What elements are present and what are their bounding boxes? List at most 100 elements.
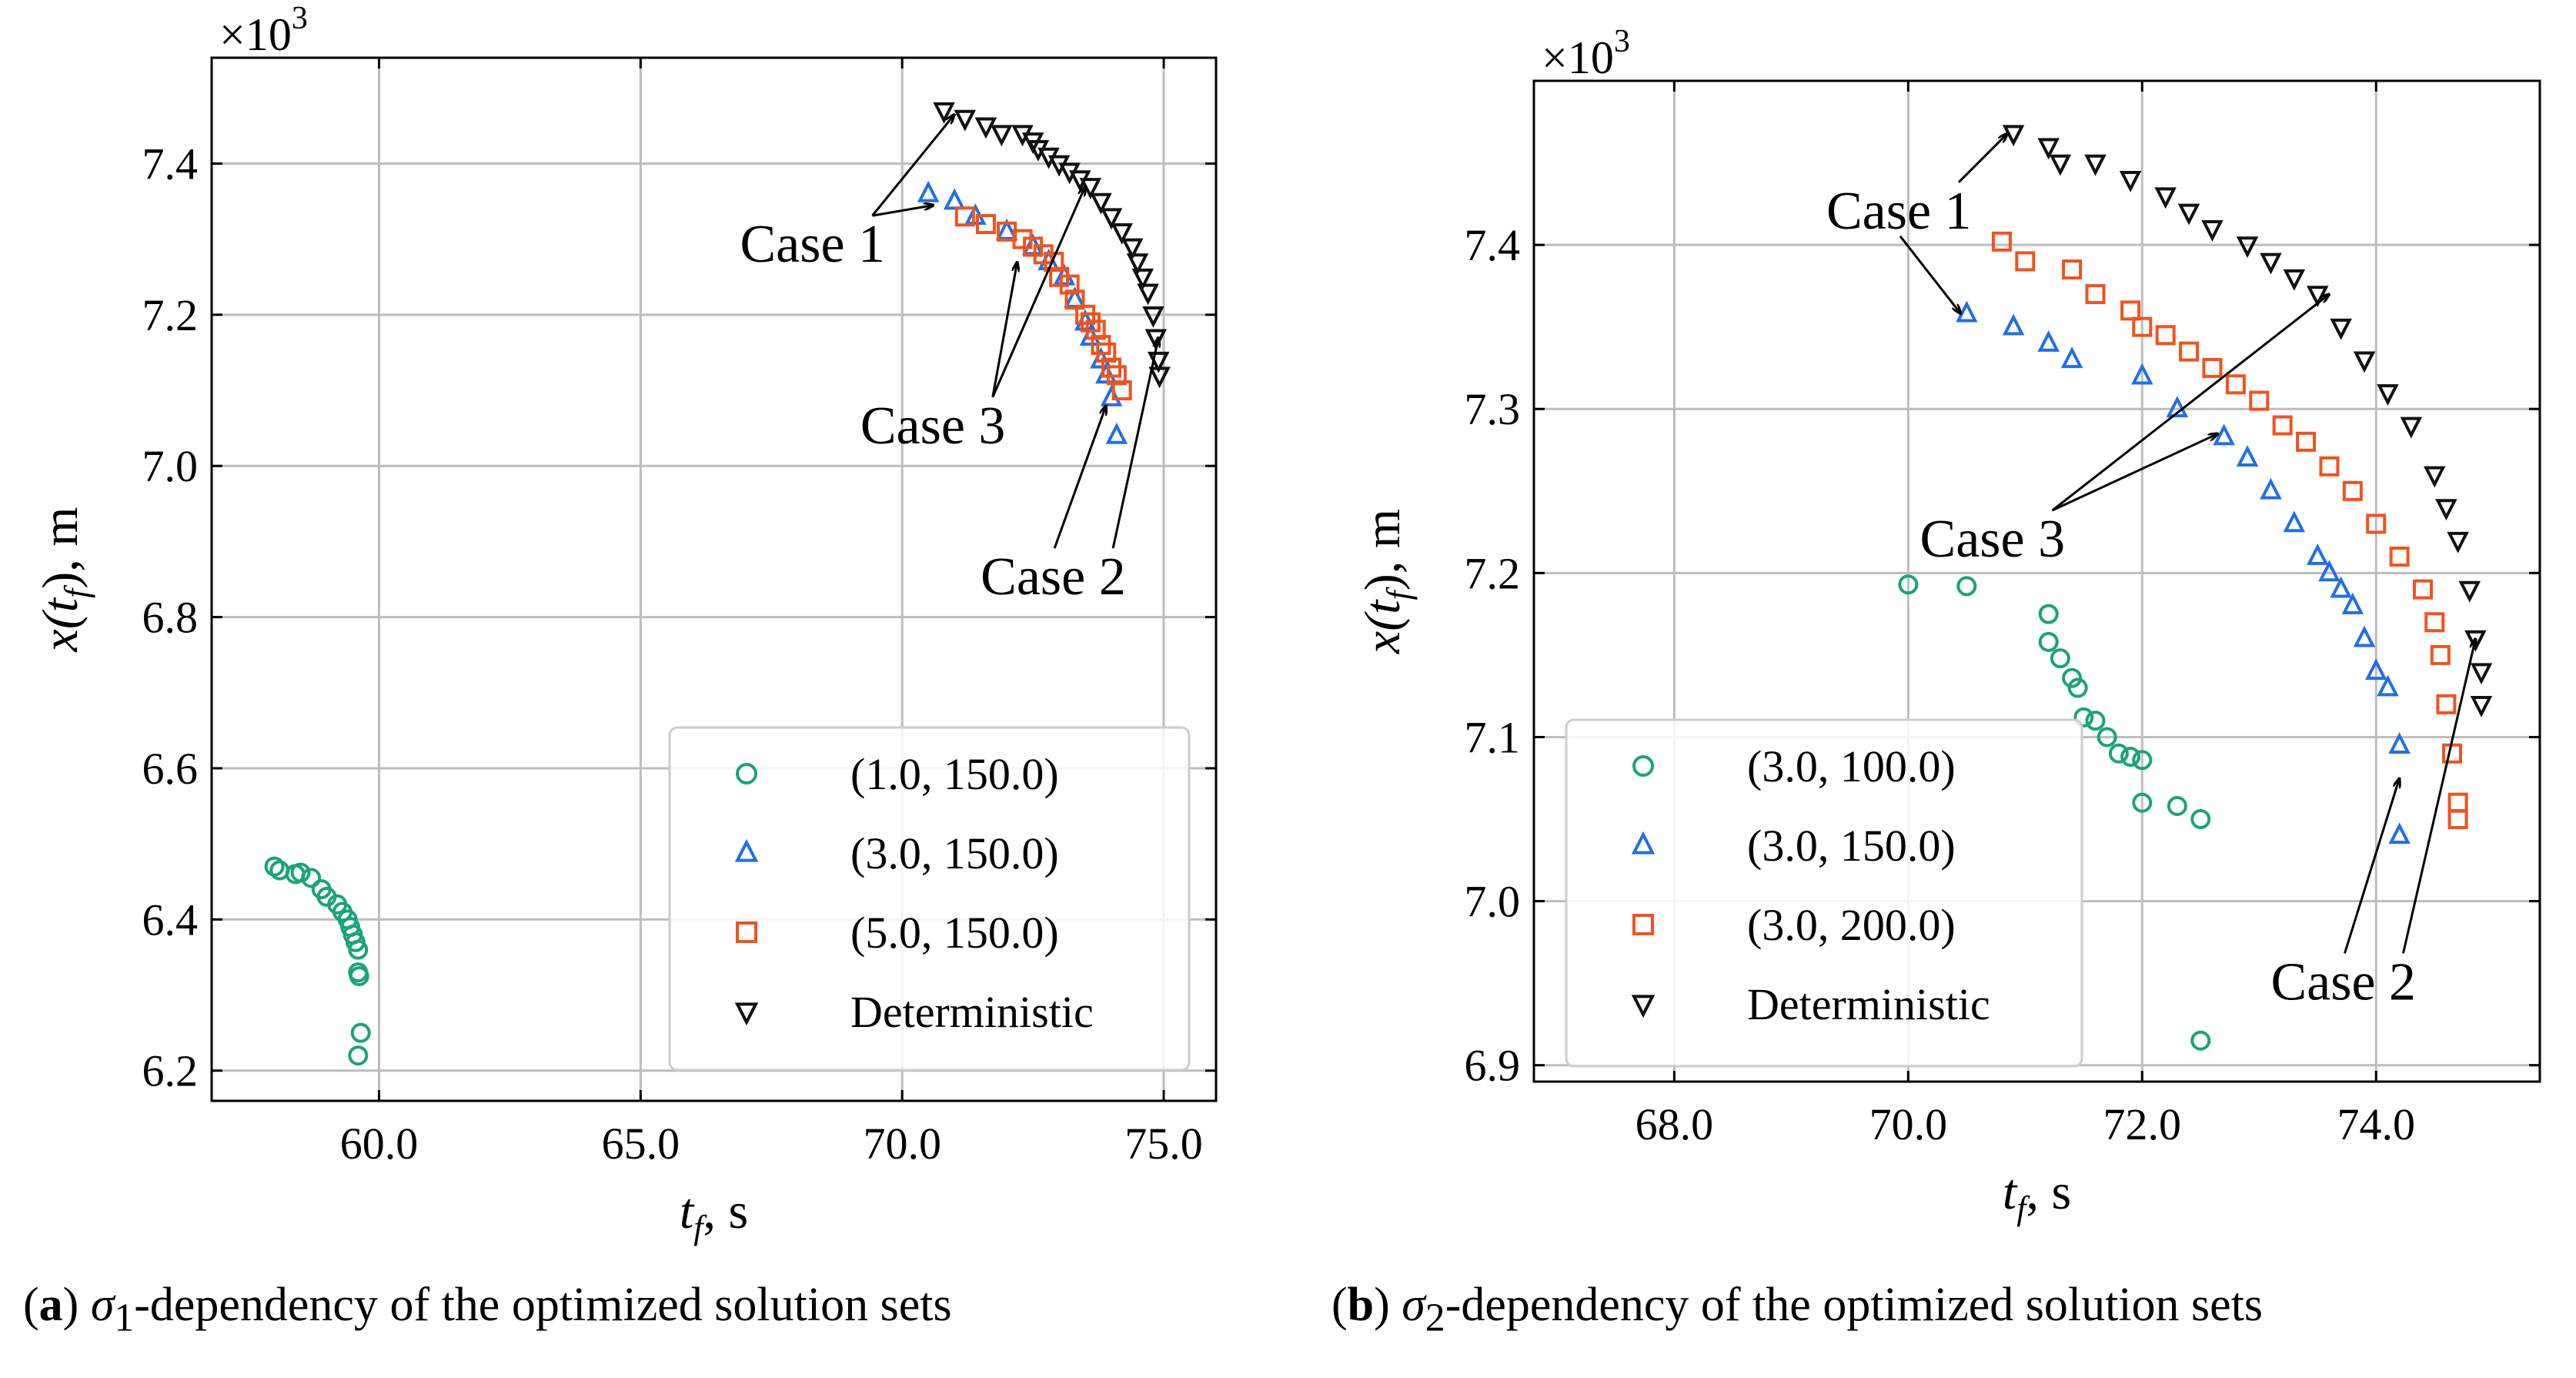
panel-a-legend-label: (1.0, 150.0) (850, 749, 1059, 799)
panel-a-point (954, 206, 975, 227)
panel-b-ylabel-unit: ), m (1355, 509, 1411, 590)
panel-b-point (2002, 313, 2025, 336)
panel-a-ylabel-var: x(t (32, 597, 89, 652)
panel-b-point (2236, 445, 2259, 467)
panel-b-point (2388, 732, 2411, 754)
panel-b-point (2470, 695, 2493, 717)
panel-a-ytick-label: 6.4 (142, 895, 199, 945)
panel-b-point (2154, 187, 2177, 209)
panel-b-ytick-label: 7.1 (1465, 712, 1521, 762)
panel-b-point (2202, 357, 2223, 378)
panel-b-legend-box (1565, 718, 2083, 1068)
panel-a-series-2 (954, 206, 1132, 401)
panel-b-point (2037, 329, 2060, 352)
panel-a-legend-marker (734, 1002, 759, 1026)
panel-a-legend-box (668, 726, 1191, 1072)
panel-a-point (290, 862, 311, 883)
panel-b-xtick-label: 70.0 (1869, 1099, 1948, 1149)
panel-a-legend-marker (734, 838, 759, 862)
panel-b-annotation-0: Case 1 (1826, 182, 1972, 241)
panel-a-y-multiplier: ×103 (219, 1, 308, 60)
panel-b-point (2447, 792, 2468, 813)
panel-a-point (933, 102, 955, 124)
panel-a-point (1044, 252, 1064, 273)
panel-a-point (1100, 384, 1123, 406)
panel-a-ytick-label: 6.6 (142, 744, 199, 794)
panel-a: 60.0 65.0 70.0 75.0 6.2 6.4 6.6 6.8 7.0 7.2 7.4 ×10… (32, 1, 1218, 1246)
panel-b-ytick-label: 7.2 (1465, 548, 1521, 598)
panel-b-point (2060, 346, 2083, 369)
panel-b-point (2249, 390, 2270, 411)
panel-b-legend-marker (1631, 995, 1656, 1018)
panel-b-legend-marker (1631, 831, 1656, 855)
panel-a-y-multiplier-exp: 3 (292, 1, 308, 36)
panel-a-point (1121, 238, 1144, 260)
caption-b-text: -dependency of the optimized solution se… (1445, 1279, 2264, 1331)
panel-b-point (2201, 219, 2224, 242)
panel-b-xlabel-unit: , s (2026, 1164, 2071, 1220)
panel-a-point (1085, 319, 1106, 340)
panel-a-point (1064, 286, 1086, 309)
panel-b-axes-frame (1532, 79, 2541, 1083)
caption-a-label: a (38, 1279, 63, 1331)
panel-b-point (2132, 316, 2153, 337)
panel-b-point (2364, 658, 2387, 681)
panel-a-legend-label: (5.0, 150.0) (850, 908, 1059, 958)
panel-a-point (1064, 289, 1085, 310)
panel-b-point (2179, 341, 2200, 362)
panel-b-point (2049, 154, 2072, 176)
panel-a-series-3 (933, 102, 1171, 389)
panel-b-point (2037, 138, 2060, 160)
caption-a: (a) σ1-dependency of the optimized solut… (23, 1279, 952, 1340)
panel-b-point (2062, 667, 2083, 688)
panel-a-legend-marker (736, 763, 757, 784)
panel-b-point (2423, 466, 2446, 488)
panel-b-point (2120, 300, 2141, 321)
panel-b-point (2038, 604, 2059, 624)
panel-b-y-multiplier-exp: 3 (1614, 24, 1630, 59)
caption-b-sub: 2 (1425, 1296, 1445, 1340)
panel-b-annotation-arrow (2051, 294, 2330, 512)
panel-a-point (301, 868, 322, 888)
panel-b-annotation-arrow (1899, 235, 1961, 314)
panel-b-annotation-1: Case 3 (1920, 510, 2066, 569)
panel-b-point (2366, 513, 2387, 534)
panel-a-annotation-2: Case 2 (981, 547, 1126, 607)
panel-a-point (348, 939, 369, 960)
panel-a-ytick-label: 7.2 (142, 290, 199, 340)
panel-b-point (2435, 499, 2457, 521)
panel-a-point (1142, 306, 1164, 328)
panel-b-point (2084, 154, 2107, 176)
panel-b-point (2155, 325, 2176, 346)
panel-a-ytick-label: 7.4 (142, 139, 199, 189)
panel-b-point (2353, 625, 2376, 647)
panel-b-point (2167, 795, 2187, 816)
panel-a-annotation-arrow (1053, 406, 1106, 549)
panel-b-point (2260, 477, 2282, 500)
panel-a-annotation-0: Case 1 (740, 215, 885, 274)
panel-b-point (2283, 269, 2306, 291)
panel-b-point (2213, 423, 2235, 446)
panel-b-point (2377, 674, 2399, 697)
panel-b-xlabel: tf, s (2003, 1164, 2071, 1227)
panel-b-point (2318, 560, 2340, 582)
panel-a-legend: (1.0, 150.0) (3.0, 150.0) (5.0, 150.0) Dete… (668, 726, 1191, 1072)
panel-b-point (1956, 576, 1977, 597)
panel-b-point (2283, 510, 2306, 533)
panel-a-annotation-1: Case 3 (860, 396, 1006, 456)
caption-a-sub: 1 (114, 1296, 135, 1340)
panel-b-point (2166, 396, 2189, 418)
caption-b: (b) σ2-dependency of the optimized solut… (1331, 1279, 2264, 1340)
panel-b-point (2190, 809, 2211, 830)
panel-a-legend-label: Deterministic (850, 987, 1094, 1037)
panel-b-point (2236, 236, 2259, 259)
panel-a-point (1105, 422, 1128, 444)
panel-b-legend-marker (1632, 755, 1654, 777)
panel-a-point (1137, 283, 1159, 306)
panel-b-point (2067, 677, 2088, 698)
panel-a-xtick-label: 75.0 (1124, 1119, 1203, 1169)
panel-a-annotation-arrow (991, 262, 1017, 398)
panel-b-point (2377, 384, 2399, 406)
panel-b-point (2132, 750, 2153, 771)
